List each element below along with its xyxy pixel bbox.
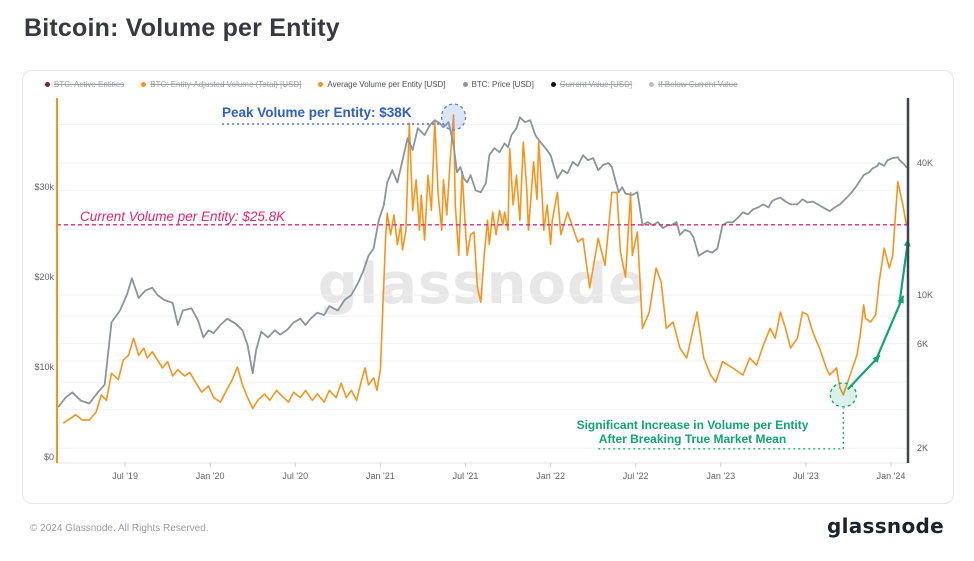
left-axis-tick-label: $10k: [34, 362, 54, 372]
increase-arrow: [898, 238, 911, 305]
right-axis-tick-label: 40K: [917, 157, 934, 168]
significant-annotation-line1: Significant Increase in Volume per Entit…: [576, 418, 809, 432]
legend-item-label: Average Volume per Entity [USD]: [327, 80, 446, 89]
right-axis-tick-label: 6K: [917, 338, 929, 349]
volume-per-entity-line: [62, 114, 908, 424]
x-axis-tick-label: Jan '20: [195, 471, 225, 481]
peak-annotation: Peak Volume per Entity: $38K: [222, 105, 412, 120]
legend-dot-icon: [649, 82, 655, 87]
left-axis-tick-label: $20k: [34, 272, 54, 282]
legend-dot-icon: [318, 82, 324, 87]
left-axis-tick-label: $0: [43, 452, 54, 462]
legend-item-label: BTC: Price [USD]: [471, 80, 534, 89]
legend-item-label: If Below Current Value: [658, 80, 738, 89]
legend-item[interactable]: Current Value [USD]: [550, 80, 633, 89]
legend-item[interactable]: If Below Current Value: [649, 80, 738, 89]
x-axis-tick-label: Jul '19: [112, 471, 138, 481]
increase-arrow: [847, 355, 881, 390]
glassnode-logo: glassnode: [826, 514, 944, 538]
legend-item[interactable]: BTC: Active Entities: [45, 80, 124, 89]
legend-item[interactable]: Average Volume per Entity [USD]: [318, 80, 446, 89]
x-axis-tick-label: Jan '24: [876, 471, 906, 481]
legend-dot-icon: [462, 82, 468, 87]
significant-annotation-line2: After Breaking True Market Mean: [598, 432, 787, 446]
x-axis-tick-label: Jan '22: [536, 471, 565, 481]
copyright-text: © 2024 Glassnode. All Rights Reserved.: [30, 523, 209, 534]
legend-dot-icon: [141, 82, 147, 87]
legend-item-label: BTC: Active Entities: [54, 80, 125, 89]
legend-dot-icon: [45, 82, 50, 87]
x-axis-tick-label: Jul '20: [282, 471, 309, 481]
chart-legend: BTC: Active Entities BTC: Entity-Adjusted…: [45, 80, 738, 89]
x-axis-tick-label: Jan '21: [366, 471, 395, 481]
legend-dot-icon: [550, 82, 556, 87]
current-annotation: Current Volume per Entity: $25.8K: [80, 209, 286, 224]
peak-highlight-circle: [440, 103, 467, 131]
legend-item-label: BTC: Entity-Adjusted Volume (Total) [USD…: [150, 80, 302, 89]
x-axis-tick-label: Jul '22: [622, 471, 649, 481]
chart-card: [22, 70, 954, 504]
legend-item[interactable]: BTC: Entity-Adjusted Volume (Total) [USD…: [141, 80, 301, 89]
x-axis-tick-label: Jan '23: [706, 471, 736, 481]
page-title: Bitcoin: Volume per Entity: [24, 14, 340, 42]
breakout-highlight-circle: [829, 382, 857, 408]
right-axis-tick-label: 2K: [917, 443, 929, 454]
increase-arrow: [874, 295, 904, 362]
legend-item[interactable]: BTC: Price [USD]: [462, 80, 534, 89]
btc-price-line: [57, 116, 908, 408]
x-axis-tick-label: Jul '21: [452, 471, 479, 481]
right-axis-tick-label: 10K: [917, 290, 934, 300]
significant-annotation: Significant Increase in Volume per Entit…: [565, 418, 820, 446]
x-axis-tick-label: Jul '23: [793, 471, 819, 481]
legend-item-label: Current Value [USD]: [559, 80, 633, 89]
left-axis-tick-label: $30k: [34, 182, 54, 192]
